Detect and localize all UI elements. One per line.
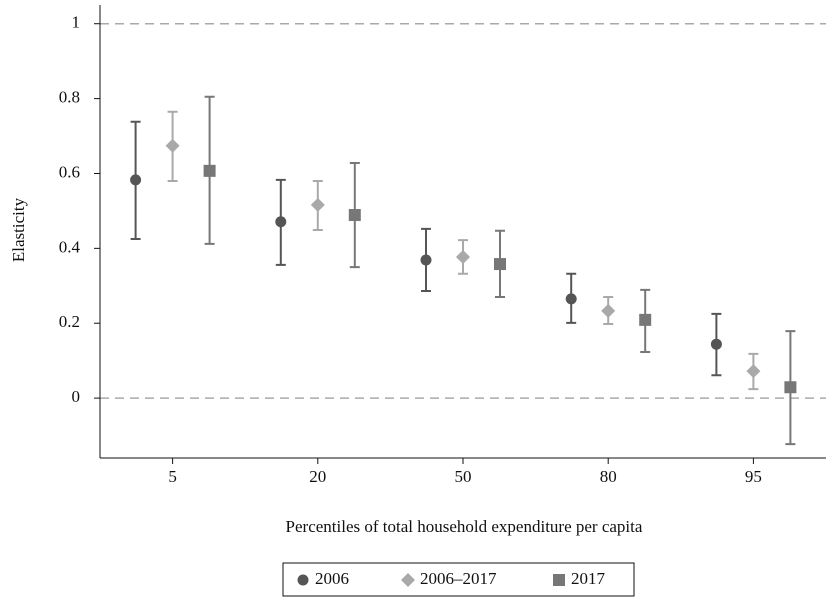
- legend-label: 2017: [571, 569, 606, 588]
- point: [275, 216, 287, 228]
- legend-marker: [401, 573, 415, 587]
- point: [456, 249, 470, 264]
- point: [203, 164, 216, 177]
- point: [420, 254, 432, 266]
- point: [639, 313, 652, 326]
- point: [348, 209, 361, 222]
- x-axis-label: Percentiles of total household expenditu…: [286, 517, 643, 536]
- point: [784, 381, 797, 394]
- x-tick-label: 20: [309, 467, 326, 486]
- x-tick-label: 80: [600, 467, 617, 486]
- y-tick-label: 0.6: [59, 162, 80, 181]
- point: [746, 364, 761, 379]
- legend-marker: [553, 574, 565, 586]
- y-tick-label: 0: [72, 387, 81, 406]
- point: [710, 338, 722, 350]
- legend-label: 2006: [315, 569, 349, 588]
- y-tick-label: 0.4: [59, 237, 81, 256]
- y-tick-label: 0.8: [59, 88, 80, 107]
- point: [310, 197, 325, 212]
- y-tick-label: 0.2: [59, 312, 80, 331]
- y-axis-label: Elasticity: [9, 197, 28, 262]
- point: [130, 174, 142, 186]
- point: [165, 138, 180, 153]
- x-tick-label: 50: [455, 467, 472, 486]
- x-tick-label: 95: [745, 467, 762, 486]
- legend-marker: [297, 574, 309, 586]
- x-tick-label: 5: [168, 467, 177, 486]
- y-tick-label: 1: [72, 13, 81, 32]
- point: [601, 303, 616, 318]
- legend-box: [282, 562, 635, 597]
- point: [565, 293, 577, 305]
- point: [494, 258, 506, 271]
- legend-label: 2006–2017: [420, 569, 497, 588]
